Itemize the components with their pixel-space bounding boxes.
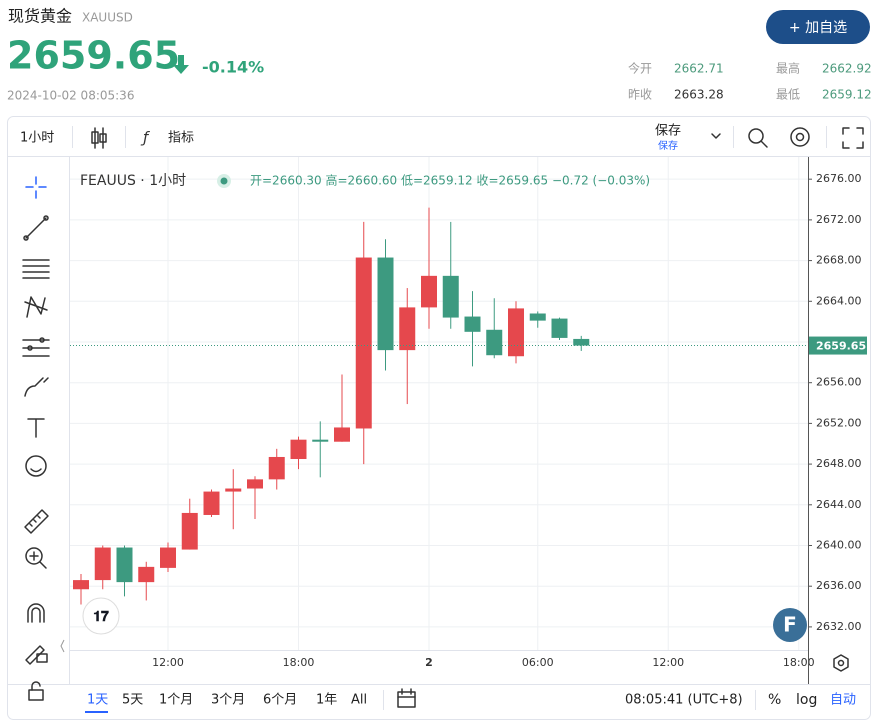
y-tick-label: 2676.00 — [816, 172, 862, 185]
candle-body — [355, 257, 372, 429]
candle-body — [551, 318, 568, 338]
alert-icon[interactable] — [748, 128, 768, 148]
candle-body — [442, 275, 459, 318]
f-logo-mark[interactable]: F — [783, 613, 797, 637]
range-button[interactable]: 6个月 — [263, 693, 297, 708]
x-tick-label: 18:00 — [283, 656, 315, 669]
axis-settings-icon[interactable] — [833, 654, 849, 672]
legend-symbol: FEAUUS · 1小时 — [80, 173, 186, 189]
settings-icon[interactable] — [790, 127, 810, 147]
instrument-name: 现货黄金 — [8, 7, 72, 26]
stat-label: 昨收 — [628, 88, 652, 102]
candle-body — [268, 456, 285, 480]
plot-area: 2632.00 2636.00 2640.00 2644.00 2648.00 2652.… — [70, 157, 867, 669]
x-tick-label: 18:00 — [783, 656, 815, 669]
candle-body — [73, 580, 89, 590]
candle-body — [160, 547, 176, 568]
candle-body — [290, 439, 307, 460]
candle-body — [464, 316, 481, 332]
legend-dot — [220, 177, 228, 185]
drawing-tools[interactable] — [22, 176, 50, 701]
candle-body — [421, 275, 437, 308]
f-logo[interactable] — [773, 608, 807, 642]
instrument-symbol: XAUUSD — [82, 11, 133, 25]
stat-value: 2663.28 — [674, 88, 724, 102]
fullscreen-icon[interactable] — [842, 127, 864, 149]
watch-button[interactable] — [766, 10, 870, 44]
interval[interactable]: 1小时 — [20, 131, 54, 146]
x-tick-label: 2 — [425, 656, 433, 669]
chart-frame — [7, 116, 871, 720]
range-button[interactable]: 1天 — [87, 693, 108, 708]
y-tick-label: 2664.00 — [816, 294, 862, 307]
candle-body — [573, 338, 590, 346]
y-tick-label: 2632.00 — [816, 620, 862, 633]
tv-logo-mark[interactable]: 𝟏𝟕 — [93, 609, 109, 625]
datetime: 2024-10-02 08:05:36 — [7, 89, 134, 103]
candle-body — [334, 427, 350, 442]
candle-body — [399, 307, 416, 351]
candle-body — [529, 313, 546, 321]
candle-body — [486, 329, 503, 356]
y-tick-label: 2636.00 — [816, 579, 862, 592]
candle-body — [225, 488, 242, 492]
save[interactable]: 保存 — [655, 124, 681, 139]
tv-logo[interactable] — [82, 597, 120, 635]
chevron[interactable] — [711, 133, 721, 139]
clock: 08:05:41 (UTC+8) — [625, 693, 743, 708]
stat-value: 2662.71 — [674, 62, 724, 76]
stat-label: 今开 — [628, 61, 652, 76]
legend-ohlc: 开=2660.30 高=2660.60 低=2659.12 收=2659.65 … — [250, 173, 650, 188]
stat-value: 2662.92 — [822, 62, 872, 76]
candle-body — [181, 512, 198, 550]
range-button[interactable]: 5天 — [122, 693, 143, 708]
y-tick-label: 2648.00 — [816, 457, 862, 470]
y-tick-label: 2656.00 — [816, 376, 862, 389]
save-sub[interactable]: 保存 — [658, 139, 678, 152]
y-tick-label: 2668.00 — [816, 254, 862, 267]
log-button[interactable]: log — [796, 692, 817, 708]
indicators[interactable]: 指标 — [168, 131, 194, 146]
range-button[interactable]: 3个月 — [211, 693, 245, 708]
collapse-handle[interactable] — [60, 639, 65, 653]
candle-body — [247, 479, 263, 489]
range-button[interactable]: 1个月 — [159, 693, 193, 708]
candle-icon[interactable] — [91, 127, 107, 149]
watch-button-label[interactable]: + 加自选 — [789, 20, 847, 36]
last-price-label: 2659.65 — [816, 340, 866, 353]
price: 2659.65 — [7, 34, 180, 78]
last-price-box — [809, 336, 867, 355]
x-tick-label: 06:00 — [522, 656, 554, 669]
candle-body — [94, 547, 111, 581]
x-tick-label: 12:00 — [652, 656, 684, 669]
x-tick-label: 12:00 — [152, 656, 184, 669]
candle-body — [203, 491, 220, 515]
range-button[interactable]: 1年 — [316, 693, 337, 708]
candle-body — [138, 566, 155, 583]
y-tick-label: 2652.00 — [816, 416, 862, 429]
candle-body — [116, 547, 133, 583]
auto-button[interactable]: 自动 — [830, 693, 856, 708]
range-button[interactable]: All — [351, 693, 367, 708]
price-change: -0.14% — [202, 58, 264, 77]
candle-body — [312, 439, 329, 442]
candle-body — [377, 257, 394, 351]
stat-label: 最高 — [776, 61, 800, 76]
y-tick-label: 2672.00 — [816, 213, 862, 226]
candle-body — [508, 308, 524, 357]
fx-icon[interactable]: ƒ — [140, 129, 150, 147]
percent-button[interactable]: % — [768, 692, 781, 708]
stat-value: 2659.12 — [822, 88, 872, 102]
calendar-icon[interactable] — [397, 688, 416, 708]
y-tick-label: 2640.00 — [816, 538, 862, 551]
y-tick-label: 2644.00 — [816, 498, 862, 511]
down-arrow — [173, 55, 189, 74]
stat-label: 最低 — [776, 88, 800, 102]
